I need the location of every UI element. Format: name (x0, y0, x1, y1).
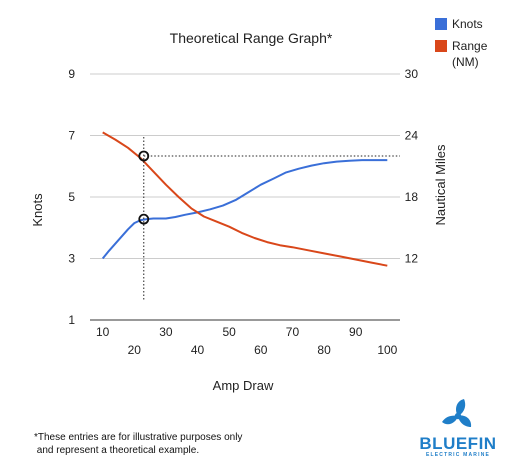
logo-tagline: ELECTRIC MARINE (425, 452, 491, 458)
knots-series-line (101, 159, 388, 260)
legend-label-knots: Knots (452, 17, 483, 31)
x-tick-label: 100 (377, 343, 397, 357)
footnote-line-1: *These entries are for illustrative purp… (34, 432, 243, 443)
y-left-tick-label: 5 (68, 190, 75, 204)
propeller-icon (442, 399, 472, 427)
series-lines (101, 131, 388, 267)
x-tick-label: 20 (128, 343, 142, 357)
grid-lines (90, 73, 400, 321)
bluefin-logo: BLUEFIN ELECTRIC MARINE (416, 398, 500, 460)
x-tick-label: 80 (317, 343, 331, 357)
annotation-guides (138, 137, 400, 300)
legend-swatch-knots (435, 18, 447, 30)
range-marker (138, 150, 150, 162)
y-right-tick-label: 30 (405, 67, 419, 81)
x-axis-title: Amp Draw (213, 378, 274, 393)
legend-swatch-range (435, 40, 447, 52)
y-right-tick-labels: 30 24 18 12 (405, 67, 419, 266)
footnote-line-2: and represent a theoretical example. (34, 445, 200, 456)
x-tick-label: 40 (191, 343, 205, 357)
y-right-tick-label: 18 (405, 190, 419, 204)
x-tick-labels: 10 30 50 70 90 20 40 60 80 100 (96, 325, 398, 357)
y-right-tick-label: 24 (405, 129, 419, 143)
x-tick-label: 90 (349, 325, 363, 339)
x-tick-label: 10 (96, 325, 110, 339)
x-tick-label: 30 (159, 325, 173, 339)
x-tick-label: 50 (223, 325, 237, 339)
logo-wordmark: BLUEFIN (419, 434, 497, 453)
range-series-line (102, 131, 388, 267)
y-left-axis-title: Knots (30, 193, 45, 227)
legend: Knots Range (NM) (435, 17, 488, 69)
y-left-tick-label: 1 (68, 313, 75, 327)
chart-title: Theoretical Range Graph* (170, 30, 333, 46)
legend-label-range: Range (452, 39, 488, 53)
legend-label-range-unit: (NM) (452, 55, 479, 69)
footnote: *These entries are for illustrative purp… (34, 431, 334, 457)
y-right-tick-label: 12 (405, 252, 419, 266)
y-left-tick-label: 9 (68, 67, 75, 81)
x-tick-label: 70 (286, 325, 300, 339)
y-left-tick-label: 3 (68, 252, 75, 266)
y-left-tick-labels: 9 7 5 3 1 (68, 67, 75, 327)
y-left-tick-label: 7 (68, 129, 75, 143)
knots-marker (138, 213, 150, 225)
y-right-axis-title: Nautical Miles (433, 144, 448, 225)
x-tick-label: 60 (254, 343, 268, 357)
